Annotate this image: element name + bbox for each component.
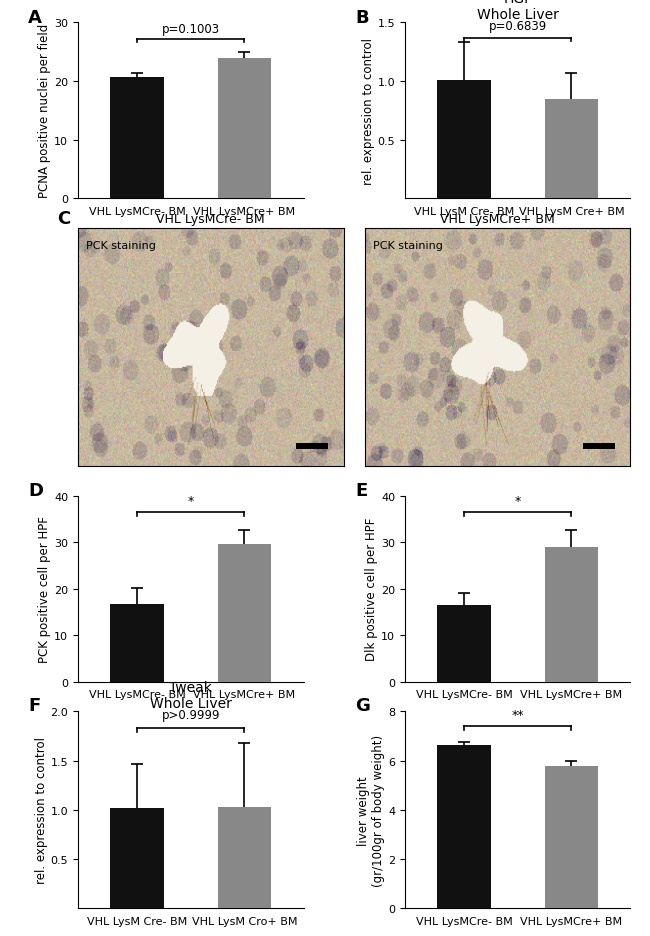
Bar [218,807,271,908]
Text: p=0.6839: p=0.6839 [489,20,547,33]
Bar [218,59,271,199]
Bar [437,80,491,199]
Bar [218,545,271,682]
Bar [583,443,615,449]
Text: PCK staining: PCK staining [373,241,443,251]
Y-axis label: rel. expression to control: rel. expression to control [34,737,47,884]
Text: E: E [356,481,368,499]
Y-axis label: Dlk positive cell per HPF: Dlk positive cell per HPF [365,518,378,661]
Text: p=0.1003: p=0.1003 [162,23,220,37]
Bar [296,443,328,449]
Bar [437,745,491,908]
Text: PCK staining: PCK staining [86,241,156,251]
Text: F: F [29,696,41,714]
Bar [545,548,598,682]
Text: C: C [57,210,70,227]
Y-axis label: liver weight
(gr/100gr of body weight): liver weight (gr/100gr of body weight) [358,734,385,885]
Title: Tweak
Whole Liver: Tweak Whole Liver [150,680,231,710]
Bar [111,78,164,199]
Y-axis label: PCNA positive nuclei per field: PCNA positive nuclei per field [38,24,51,198]
Text: *: * [188,495,194,507]
Bar [437,606,491,682]
Title: HGF
Whole Liver: HGF Whole Liver [477,0,559,22]
Title: VHL LysMCre- BM: VHL LysMCre- BM [157,213,265,227]
Text: p>0.9999: p>0.9999 [161,709,220,722]
Text: G: G [356,696,370,714]
Bar [545,766,598,908]
Bar [111,605,164,682]
Text: B: B [356,9,369,27]
Text: **: ** [512,709,524,722]
Title: VHL LysMCre+ BM: VHL LysMCre+ BM [440,213,555,227]
Y-axis label: rel. expression to control: rel. expression to control [362,37,375,184]
Bar [111,808,164,908]
Text: D: D [29,481,44,499]
Text: *: * [515,495,521,507]
Y-axis label: PCK positive cell per HPF: PCK positive cell per HPF [38,516,51,663]
Bar [545,99,598,199]
Text: A: A [29,9,42,27]
